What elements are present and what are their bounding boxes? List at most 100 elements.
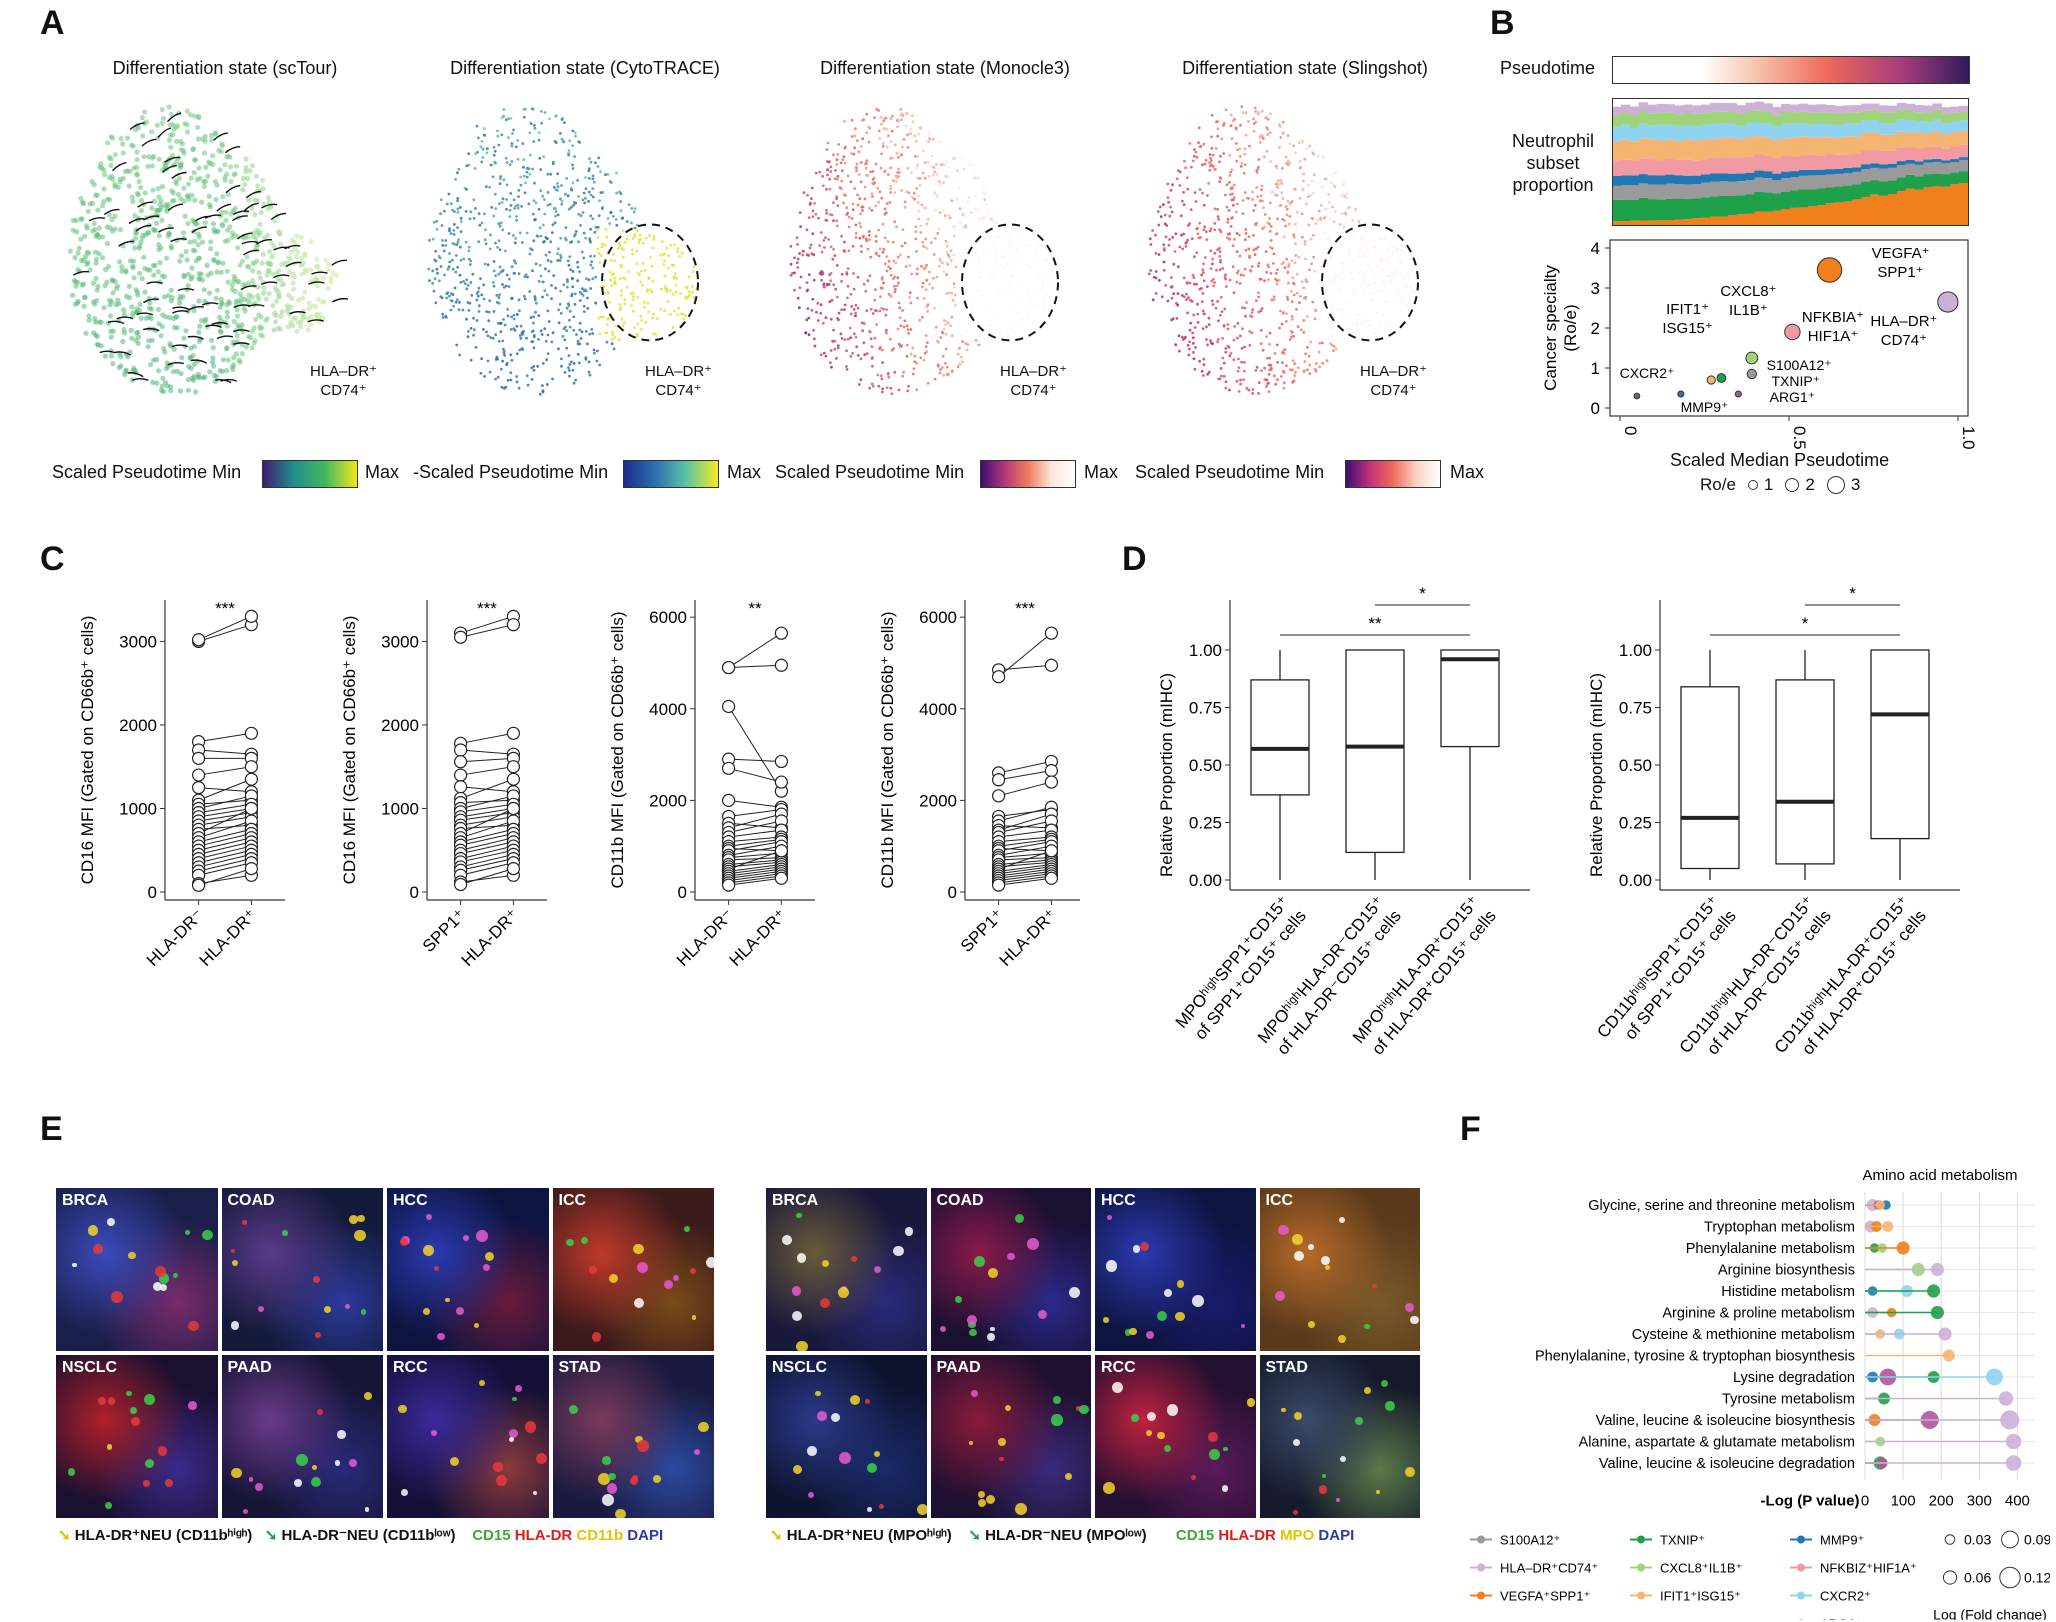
proportion-segment	[1629, 175, 1640, 186]
d-xtick: MPOʰⁱᵍʰSPP1⁺CD15⁺of SPP1⁺CD15⁺ cells	[1172, 892, 1310, 1046]
d-ytick: 1.00	[1619, 641, 1652, 660]
paired-plot-1: 0 1000 2000 3000 CD16 MFI (Gated on CD66b⁺ c…	[78, 599, 285, 970]
proportion-segment	[1959, 120, 1969, 132]
b-ytick: 2	[1591, 319, 1600, 338]
cell-mark	[400, 1488, 408, 1497]
cell-mark	[807, 1492, 814, 1499]
proportion-segment	[1879, 168, 1889, 182]
proportion-segment	[1683, 113, 1693, 126]
cell-mark	[242, 1509, 248, 1514]
f-point	[1926, 1284, 1941, 1298]
panel-label-f: F	[1460, 1110, 1481, 1148]
proportion-segment	[1772, 140, 1782, 159]
cell-mark	[1167, 1404, 1179, 1416]
f-row-label: Arginine biosynthesis	[1718, 1263, 1855, 1279]
b-point	[1716, 373, 1727, 383]
proportion-segment	[1879, 134, 1889, 151]
cell-mark	[796, 1340, 808, 1351]
cell-mark	[581, 1237, 589, 1245]
cell-mark	[144, 1458, 154, 1468]
f-row-label: Tyrosine metabolism	[1722, 1392, 1855, 1408]
proportion-segment	[1754, 122, 1764, 137]
c-ytick: 0	[410, 883, 419, 902]
proportion-segment	[1816, 205, 1827, 226]
cell-mark	[977, 1490, 986, 1499]
proportion-segment	[1932, 162, 1942, 174]
proportion-segment	[1647, 159, 1658, 176]
proportion-segment	[1807, 189, 1818, 207]
micrograph-stad: STAD	[1257, 1353, 1422, 1520]
proportion-segment	[1816, 188, 1827, 206]
e-left-legend: ➘ HLA-DR⁺NEU (CD11bʰⁱᵍʰ) ➘ HLA-DR⁻NEU (C…	[58, 1527, 664, 1544]
proportion-segment	[1834, 168, 1844, 174]
cell-mark	[1308, 1321, 1315, 1328]
d-ytick: 0.75	[1619, 699, 1652, 718]
cell-mark	[107, 1217, 116, 1226]
cell-mark	[1145, 1429, 1152, 1436]
cell-mark	[1246, 1398, 1255, 1407]
proportion-frame	[1612, 98, 1969, 226]
c-point	[244, 726, 258, 740]
proportion-segment	[1665, 158, 1675, 175]
f-row-label: Alanine, aspartate & glutamate metabolis…	[1579, 1435, 1855, 1451]
proportion-segment	[1754, 110, 1764, 123]
b-xtick: 0.5	[1790, 426, 1809, 450]
proportion-segment	[1656, 184, 1666, 200]
cell-mark	[1274, 1290, 1285, 1301]
c-ytick: 0	[678, 883, 687, 902]
f-size-circle	[1942, 1570, 1958, 1585]
cell-mark	[1404, 1303, 1414, 1313]
proportion-segment	[1772, 180, 1782, 194]
proportion-segment	[1647, 220, 1658, 226]
f-legend-label: VEGFA⁺SPP1⁺	[1500, 1589, 1590, 1604]
b-point	[1745, 351, 1759, 365]
cell-mark	[637, 1262, 649, 1274]
proportion-segment	[1887, 123, 1898, 135]
proportion-segment	[1852, 154, 1862, 168]
micrograph-label: BRCA	[62, 1192, 109, 1209]
f-xtick: 400	[2005, 1493, 2030, 1510]
cell-mark	[1147, 1411, 1157, 1422]
proportion-segment	[1923, 121, 1933, 133]
proportion-segment	[1638, 111, 1649, 124]
proportion-segment	[1852, 123, 1862, 137]
proportion-segment	[1772, 173, 1782, 181]
proportion-segment	[1914, 189, 1925, 226]
proportion-segment	[1923, 174, 1933, 188]
proportion-segment	[1754, 170, 1764, 178]
cell-mark	[463, 1235, 470, 1242]
proportion-segment	[1887, 134, 1898, 151]
cell-mark	[966, 1314, 978, 1326]
d-box	[1680, 686, 1740, 870]
panel-a-title-cytotrace: Differentiation state (CytoTRACE)	[450, 58, 720, 78]
f-row-label: Valine, leucine & isoleucine degradation	[1599, 1456, 1855, 1472]
cell-mark	[653, 1475, 662, 1484]
cell-mark	[608, 1473, 616, 1481]
cell-mark	[796, 1253, 807, 1263]
proportion-segment	[1692, 105, 1702, 114]
proportion-segment	[1825, 112, 1836, 125]
proportion-segment	[1727, 196, 1738, 216]
f-point	[1930, 1262, 1944, 1277]
c-point	[506, 801, 520, 816]
proportion-segment	[1825, 174, 1836, 188]
proportion-segment	[1709, 102, 1720, 112]
proportion-segment	[1736, 195, 1747, 215]
proportion-segment	[1665, 174, 1675, 184]
proportion-segment	[1834, 202, 1844, 226]
proportion-segment	[1887, 105, 1898, 113]
cell-mark	[334, 1459, 341, 1466]
proportion-segment	[1683, 159, 1693, 176]
panel-b-scatter: 0 1 2 3 4 0 0.5 1.0 Cancer specialty(Ro/e) VEGFA⁺…	[1541, 239, 1978, 450]
roe-legend: Ro/e 1 2 3	[1700, 475, 1861, 494]
proportion-segment	[1629, 185, 1640, 200]
proportion-segment	[1852, 184, 1862, 200]
proportion-segment	[1950, 159, 1960, 162]
box-plot-2: 0.00 0.25 0.50 0.75 1.00 Relative Proportion …	[1587, 584, 1960, 1058]
proportion-segment	[1914, 165, 1925, 177]
cell-mark	[1293, 1251, 1304, 1262]
proportion-segment	[1816, 155, 1827, 170]
proportion-segment	[1736, 105, 1747, 114]
cell-mark	[532, 1490, 538, 1495]
cell-mark	[354, 1229, 366, 1242]
